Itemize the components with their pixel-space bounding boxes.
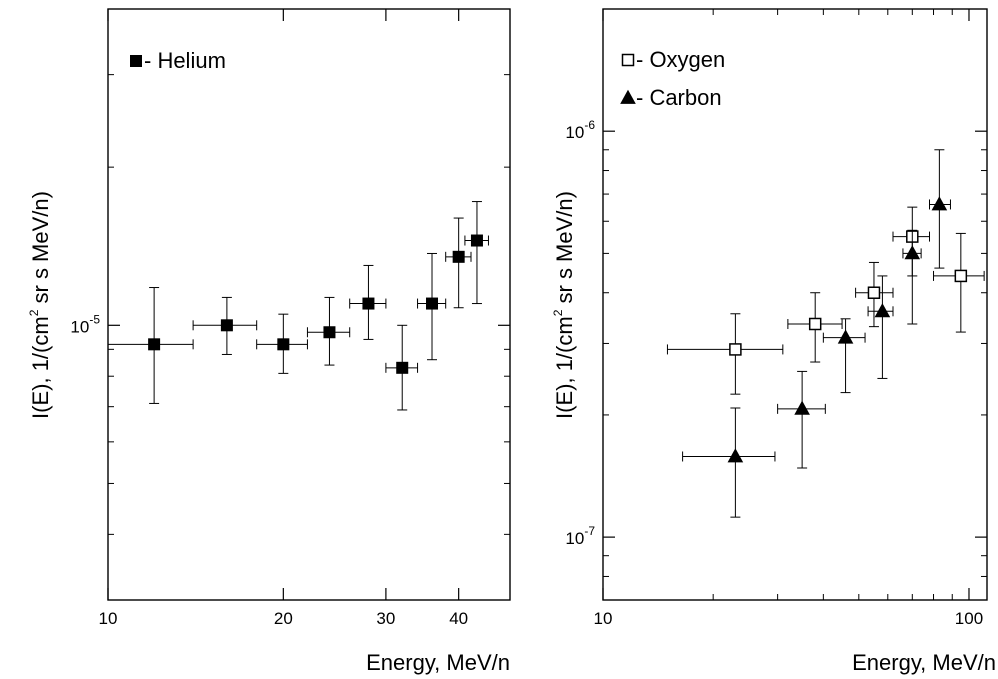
- data-point: [954, 269, 968, 283]
- data-point: [729, 343, 742, 356]
- legend-label: - Oxygen: [636, 47, 725, 72]
- error-bar: [445, 217, 472, 309]
- legend-marker: [130, 55, 142, 67]
- data-point: [904, 245, 921, 260]
- error-bar: [666, 313, 784, 395]
- error-bar: [822, 318, 866, 394]
- x-tick-label: 10: [99, 609, 118, 628]
- x-tick-label: 20: [274, 609, 293, 628]
- legend-label: - Carbon: [636, 85, 722, 110]
- y-tick-label: 10-5: [70, 312, 100, 336]
- data-point: [220, 319, 233, 332]
- x-axis-label: Energy, MeV/n: [852, 650, 996, 675]
- legend-entry: - Oxygen: [621, 47, 725, 72]
- y-axis-label: I(E), 1/(cm2 sr s MeV/n): [27, 191, 53, 419]
- data-point: [277, 338, 290, 351]
- data-point: [727, 448, 744, 463]
- helium-chart: 10 20 30 40 10-5 Energy, MeV/n I(E), 1/(cm2 sr…: [27, 8, 511, 675]
- data-point: [323, 326, 336, 339]
- y-axis-label: I(E), 1/(cm2 sr s MeV/n): [551, 191, 577, 419]
- data-point: [794, 400, 810, 415]
- series-0: [107, 201, 489, 411]
- data-point: [426, 297, 439, 310]
- legend-entry: - Helium: [130, 48, 226, 73]
- error-bar: [464, 201, 489, 305]
- data-point: [874, 303, 891, 318]
- legend: - Helium: [130, 48, 226, 73]
- error-bar: [777, 370, 826, 469]
- data-point: [470, 234, 483, 247]
- x-tick-label: 30: [376, 609, 395, 628]
- x-axis-label: Energy, MeV/n: [366, 650, 510, 675]
- oxygen-carbon-chart: 10 100 10-6 10-7 Energy, MeV/n I(E), 1/(cm2 s…: [551, 8, 996, 675]
- data-point: [837, 329, 854, 344]
- x-tick-label: 100: [955, 609, 983, 628]
- data-point: [452, 250, 465, 263]
- legend-marker: [621, 53, 635, 67]
- x-tick-label: 40: [449, 609, 468, 628]
- legend: - Oxygen - Carbon: [620, 47, 725, 110]
- error-bar: [682, 407, 776, 518]
- x-tick-label: 10: [594, 609, 613, 628]
- data-point: [931, 196, 948, 211]
- data-point: [362, 297, 375, 310]
- series-0: [666, 206, 985, 395]
- legend-label: - Helium: [144, 48, 226, 73]
- y-tick-label: 10-6: [565, 118, 595, 142]
- data-point: [867, 286, 881, 299]
- data-point: [396, 361, 409, 374]
- legend-marker: [620, 89, 636, 104]
- plot-frame: [602, 8, 988, 601]
- y-tick-label: 10-7: [565, 524, 595, 548]
- plot-frame: [107, 8, 511, 601]
- legend-entry: - Carbon: [620, 85, 722, 110]
- series-1: [682, 149, 951, 518]
- data-point: [808, 317, 822, 331]
- error-bar: [902, 229, 922, 325]
- data-point: [148, 338, 161, 351]
- error-bar: [933, 232, 985, 333]
